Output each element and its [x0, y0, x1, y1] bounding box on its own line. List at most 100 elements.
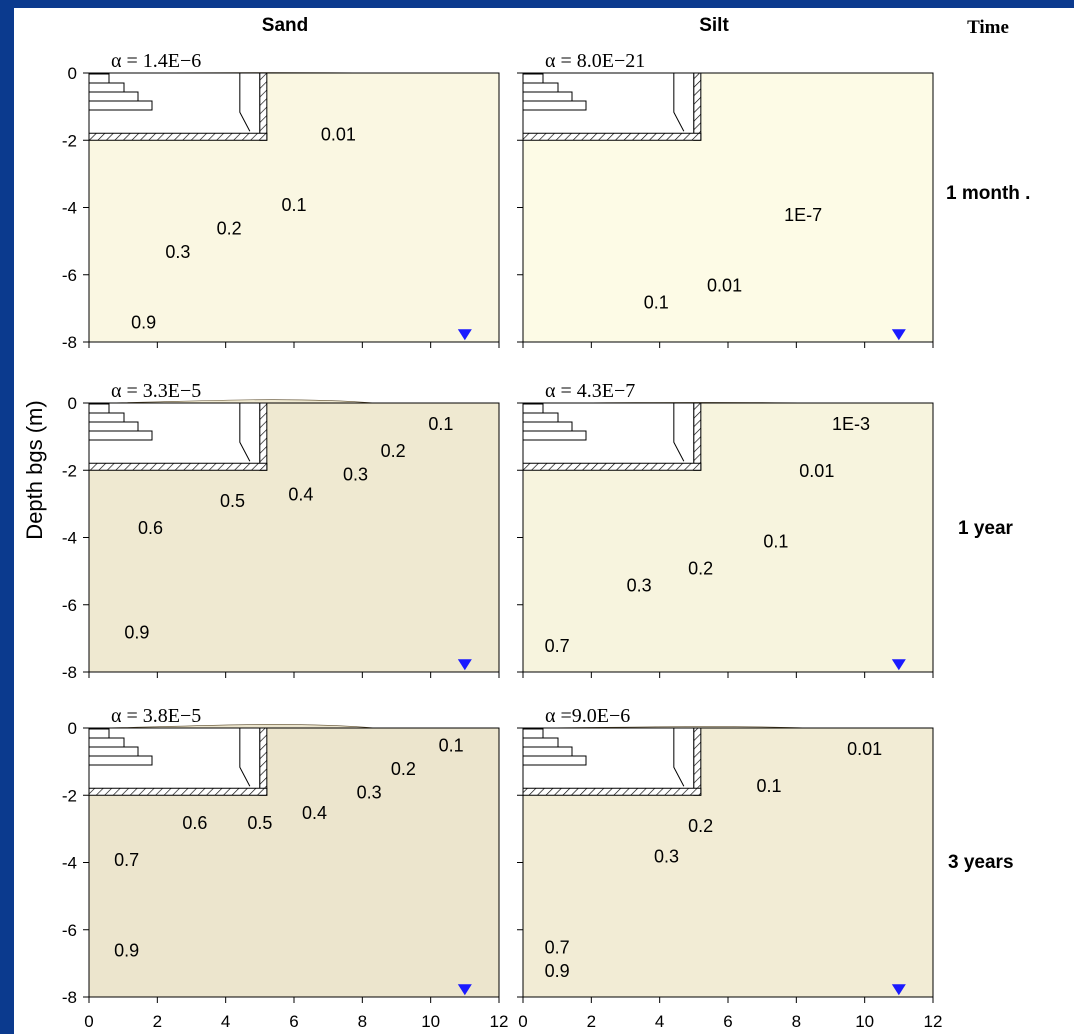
- staircase-step: [88, 91, 139, 102]
- staircase-step: [522, 746, 573, 757]
- staircase-step: [88, 430, 153, 441]
- alpha-label: α = 3.3E−5: [111, 380, 201, 402]
- contour-label: 0.2: [217, 218, 242, 238]
- excavation-floor: [522, 462, 702, 471]
- contour-label: 0.01: [799, 461, 834, 481]
- column-title-sand: Sand: [262, 15, 308, 36]
- excavation-floor: [88, 132, 268, 141]
- excavation-slope: [673, 403, 685, 462]
- top-frame-bar: [0, 0, 1074, 8]
- panel-sand-2: 0 -2 -4 -6 -8 0 2 4 6 8 10 12 α = 3.8E−5 0.1 0.2 0.3 0.4…: [62, 705, 509, 1031]
- y-tick-label: -4: [62, 854, 77, 873]
- contour-label: 0.5: [220, 491, 245, 511]
- x-tick-label: 12: [490, 1012, 509, 1031]
- excavation-slope: [673, 73, 685, 132]
- contour-label: 0.3: [654, 847, 679, 867]
- contour-label: 0.2: [688, 816, 713, 836]
- y-tick-label: -4: [62, 199, 77, 218]
- water-table-marker: [457, 984, 472, 996]
- retaining-wall: [693, 727, 702, 796]
- y-tick-label: -6: [62, 596, 77, 615]
- y-tick-label: -2: [62, 786, 77, 805]
- x-tick-label: 10: [855, 1012, 874, 1031]
- contour-label: 0.2: [688, 558, 713, 578]
- staircase-step: [88, 728, 110, 739]
- y-tick-label: -8: [62, 988, 77, 1007]
- contour-label: 0.9: [124, 622, 149, 642]
- staircase-step: [88, 746, 139, 757]
- y-tick-label: -6: [62, 266, 77, 285]
- staircase-step: [522, 728, 544, 739]
- contour-label: 0.1: [439, 736, 464, 756]
- contour-label: 0.3: [165, 242, 190, 262]
- staircase-step: [88, 82, 125, 93]
- staircase-step: [522, 755, 587, 766]
- contour-label: 0.9: [114, 941, 139, 961]
- panel-sand-0: 0 -2 -4 -6 -8 α = 1.4E−6 0.01 0.1 0.2 0.3 0.9: [62, 50, 500, 352]
- panel-sand-1: 0 -2 -4 -6 -8 α = 3.3E−5 0.1 0.2 0.3 0.4 0.5 0.6 0.9: [62, 380, 500, 682]
- y-tick-label: 0: [68, 64, 77, 83]
- y-tick-label: -2: [62, 131, 77, 150]
- excavation-floor: [88, 787, 268, 796]
- staircase-step: [88, 412, 125, 423]
- water-table-marker: [891, 329, 906, 341]
- left-frame-bar: [0, 0, 14, 1034]
- staircase-step: [522, 430, 587, 441]
- contour-label: 0.3: [627, 575, 652, 595]
- water-table-marker: [457, 659, 472, 671]
- contour-label: 1E-3: [832, 414, 870, 434]
- contour-label: 0.9: [131, 313, 156, 333]
- staircase-step: [88, 755, 153, 766]
- panels-group: 0 -2 -4 -6 -8 α = 1.4E−6 0.01 0.1 0.2 0.3 0.9 α = 8…: [62, 50, 943, 1031]
- alpha-label: α = 1.4E−6: [111, 50, 201, 72]
- contour-label: 0.01: [321, 124, 356, 144]
- panel-silt-2: 0 2 4 6 8 10 12 α =9.0E−6 0.01 0.1 0.2 0.3 0.7 0.9: [517, 705, 942, 1031]
- excavation-slope: [239, 403, 251, 462]
- time-label-3-years: 3 years: [948, 852, 1014, 873]
- y-tick-label: -8: [62, 333, 77, 352]
- excavation-slope: [239, 728, 251, 787]
- contour-label: 0.3: [357, 783, 382, 803]
- x-tick-label: 4: [221, 1012, 230, 1031]
- column-title-silt: Silt: [699, 15, 729, 36]
- y-axis-label: Depth bgs (m): [22, 400, 47, 539]
- x-tick-label: 0: [518, 1012, 527, 1031]
- contour-label: 0.7: [545, 937, 570, 957]
- time-label-1-year: 1 year: [958, 518, 1014, 539]
- staircase-step: [522, 91, 573, 102]
- x-tick-label: 8: [358, 1012, 367, 1031]
- y-tick-label: -2: [62, 461, 77, 480]
- staircase-step: [522, 403, 544, 414]
- excavation-floor: [88, 462, 268, 471]
- y-tick-label: 0: [68, 719, 77, 738]
- staircase-step: [88, 100, 153, 111]
- contour-label: 0.01: [847, 739, 882, 759]
- staircase-step: [522, 737, 559, 748]
- contour-label: 0.2: [391, 759, 416, 779]
- contour-label: 0.7: [545, 636, 570, 656]
- excavation-floor: [522, 787, 702, 796]
- retaining-wall: [259, 72, 268, 141]
- contour-label: 0.2: [381, 441, 406, 461]
- contour-label: 0.7: [114, 850, 139, 870]
- panel-silt-0: α = 8.0E−21 1E-7 0.01 0.1: [517, 50, 934, 348]
- staircase-step: [522, 421, 573, 432]
- contour-label: 0.1: [428, 414, 453, 434]
- retaining-wall: [259, 402, 268, 471]
- x-tick-label: 12: [924, 1012, 943, 1031]
- x-tick-label: 2: [153, 1012, 162, 1031]
- x-tick-label: 8: [792, 1012, 801, 1031]
- excavation-slope: [239, 73, 251, 132]
- staircase-step: [88, 737, 125, 748]
- contour-label: 0.1: [281, 195, 306, 215]
- y-tick-label: 0: [68, 394, 77, 413]
- staircase-step: [88, 421, 139, 432]
- excavation-slope: [673, 728, 685, 787]
- staircase-step: [522, 73, 544, 84]
- x-tick-label: 4: [655, 1012, 664, 1031]
- staircase-step: [88, 403, 110, 414]
- panel-silt-1: α = 4.3E−7 1E-3 0.01 0.1 0.2 0.3 0.7: [517, 380, 934, 678]
- y-tick-label: -4: [62, 529, 77, 548]
- contour-label: 0.5: [247, 813, 272, 833]
- alpha-label: α = 4.3E−7: [545, 380, 635, 402]
